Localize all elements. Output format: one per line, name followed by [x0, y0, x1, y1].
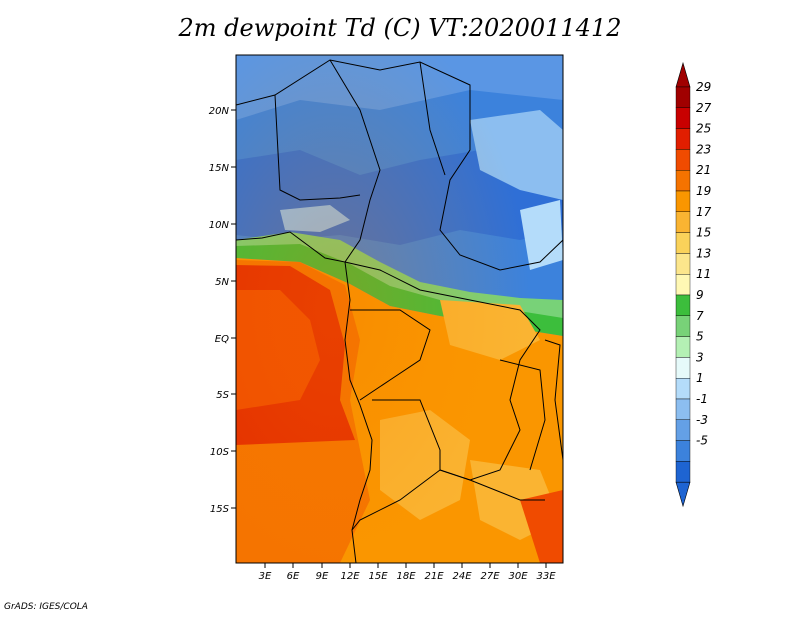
lat-label: EQ — [215, 334, 229, 345]
lon-label: 12E — [340, 571, 360, 582]
longitude-axis: 3E 6E 9E 12E 15E 18E 21E 24E 27E 30E 33E — [259, 563, 556, 582]
colorbar-label: 19 — [696, 184, 711, 198]
lat-label: 20N — [209, 106, 230, 117]
lon-label: 3E — [259, 571, 272, 582]
colorbar-swatch — [675, 169, 691, 192]
colorbar-swatch — [675, 107, 691, 129]
colorbar-label: -5 — [696, 434, 708, 448]
lon-label: 21E — [424, 571, 444, 582]
colorbar: 29 27 25 23 21 19 17 15 13 11 9 7 5 3 1 -1 -3 -5 — [675, 61, 712, 508]
dewpoint-field — [236, 55, 563, 563]
lat-label: 5N — [215, 277, 229, 288]
colorbar-label: 13 — [696, 246, 711, 260]
lat-label: 15S — [210, 504, 230, 515]
colorbar-swatch — [675, 294, 691, 316]
map-frame — [235, 54, 564, 564]
lon-label: 9E — [316, 571, 329, 582]
colorbar-swatch — [675, 398, 691, 420]
lat-label: 5S — [216, 390, 229, 401]
colorbar-swatch — [675, 86, 691, 108]
colorbar-swatch — [675, 253, 691, 275]
lon-label: 6E — [287, 571, 300, 582]
map-title: 2m dewpoint Td (C) VT:2020011412 — [178, 14, 622, 42]
colorbar-label: -3 — [696, 413, 708, 427]
colorbar-label: 23 — [696, 142, 711, 156]
colorbar-label: 7 — [696, 309, 704, 323]
colorbar-label: 15 — [696, 226, 711, 240]
colorbar-swatch — [675, 149, 691, 171]
lat-label: 15N — [209, 163, 230, 174]
colorbar-swatch — [675, 232, 691, 254]
latitude-axis: 20N 15N 10N 5N EQ 5S 10S 15S — [209, 106, 236, 515]
lat-label: 10N — [209, 220, 230, 231]
colorbar-label: 29 — [696, 80, 711, 94]
lon-label: 15E — [368, 571, 388, 582]
colorbar-swatch — [675, 128, 691, 150]
lon-label: 33E — [536, 571, 556, 582]
colorbar-swatch — [675, 274, 691, 296]
colorbar-swatch — [675, 357, 691, 379]
colorbar-label: 21 — [696, 163, 711, 177]
colorbar-swatch — [675, 211, 691, 233]
lon-label: 27E — [480, 571, 500, 582]
colorbar-swatch — [675, 461, 691, 483]
colorbar-arrow-top — [675, 61, 691, 88]
colorbar-swatch — [675, 336, 691, 358]
colorbar-swatch — [675, 419, 691, 441]
colorbar-label: 17 — [696, 205, 712, 219]
colorbar-label: 9 — [696, 288, 704, 302]
lon-label: 24E — [452, 571, 472, 582]
colorbar-swatch — [675, 378, 691, 400]
colorbar-label: 3 — [696, 350, 704, 364]
colorbar-label: 27 — [696, 101, 712, 115]
colorbar-swatch — [675, 315, 691, 337]
colorbar-label: 25 — [696, 122, 711, 136]
lon-label: 30E — [508, 571, 528, 582]
lat-label: 10S — [210, 447, 230, 458]
colorbar-label: -1 — [696, 392, 708, 406]
lon-label: 18E — [396, 571, 416, 582]
credit-text: GrADS: IGES/COLA — [4, 602, 88, 612]
colorbar-label: 5 — [696, 330, 704, 344]
colorbar-swatch — [675, 190, 691, 212]
colorbar-arrow-bottom — [675, 481, 691, 508]
colorbar-label: 1 — [696, 371, 704, 385]
colorbar-label: 11 — [696, 267, 711, 281]
colorbar-swatch — [675, 440, 691, 462]
